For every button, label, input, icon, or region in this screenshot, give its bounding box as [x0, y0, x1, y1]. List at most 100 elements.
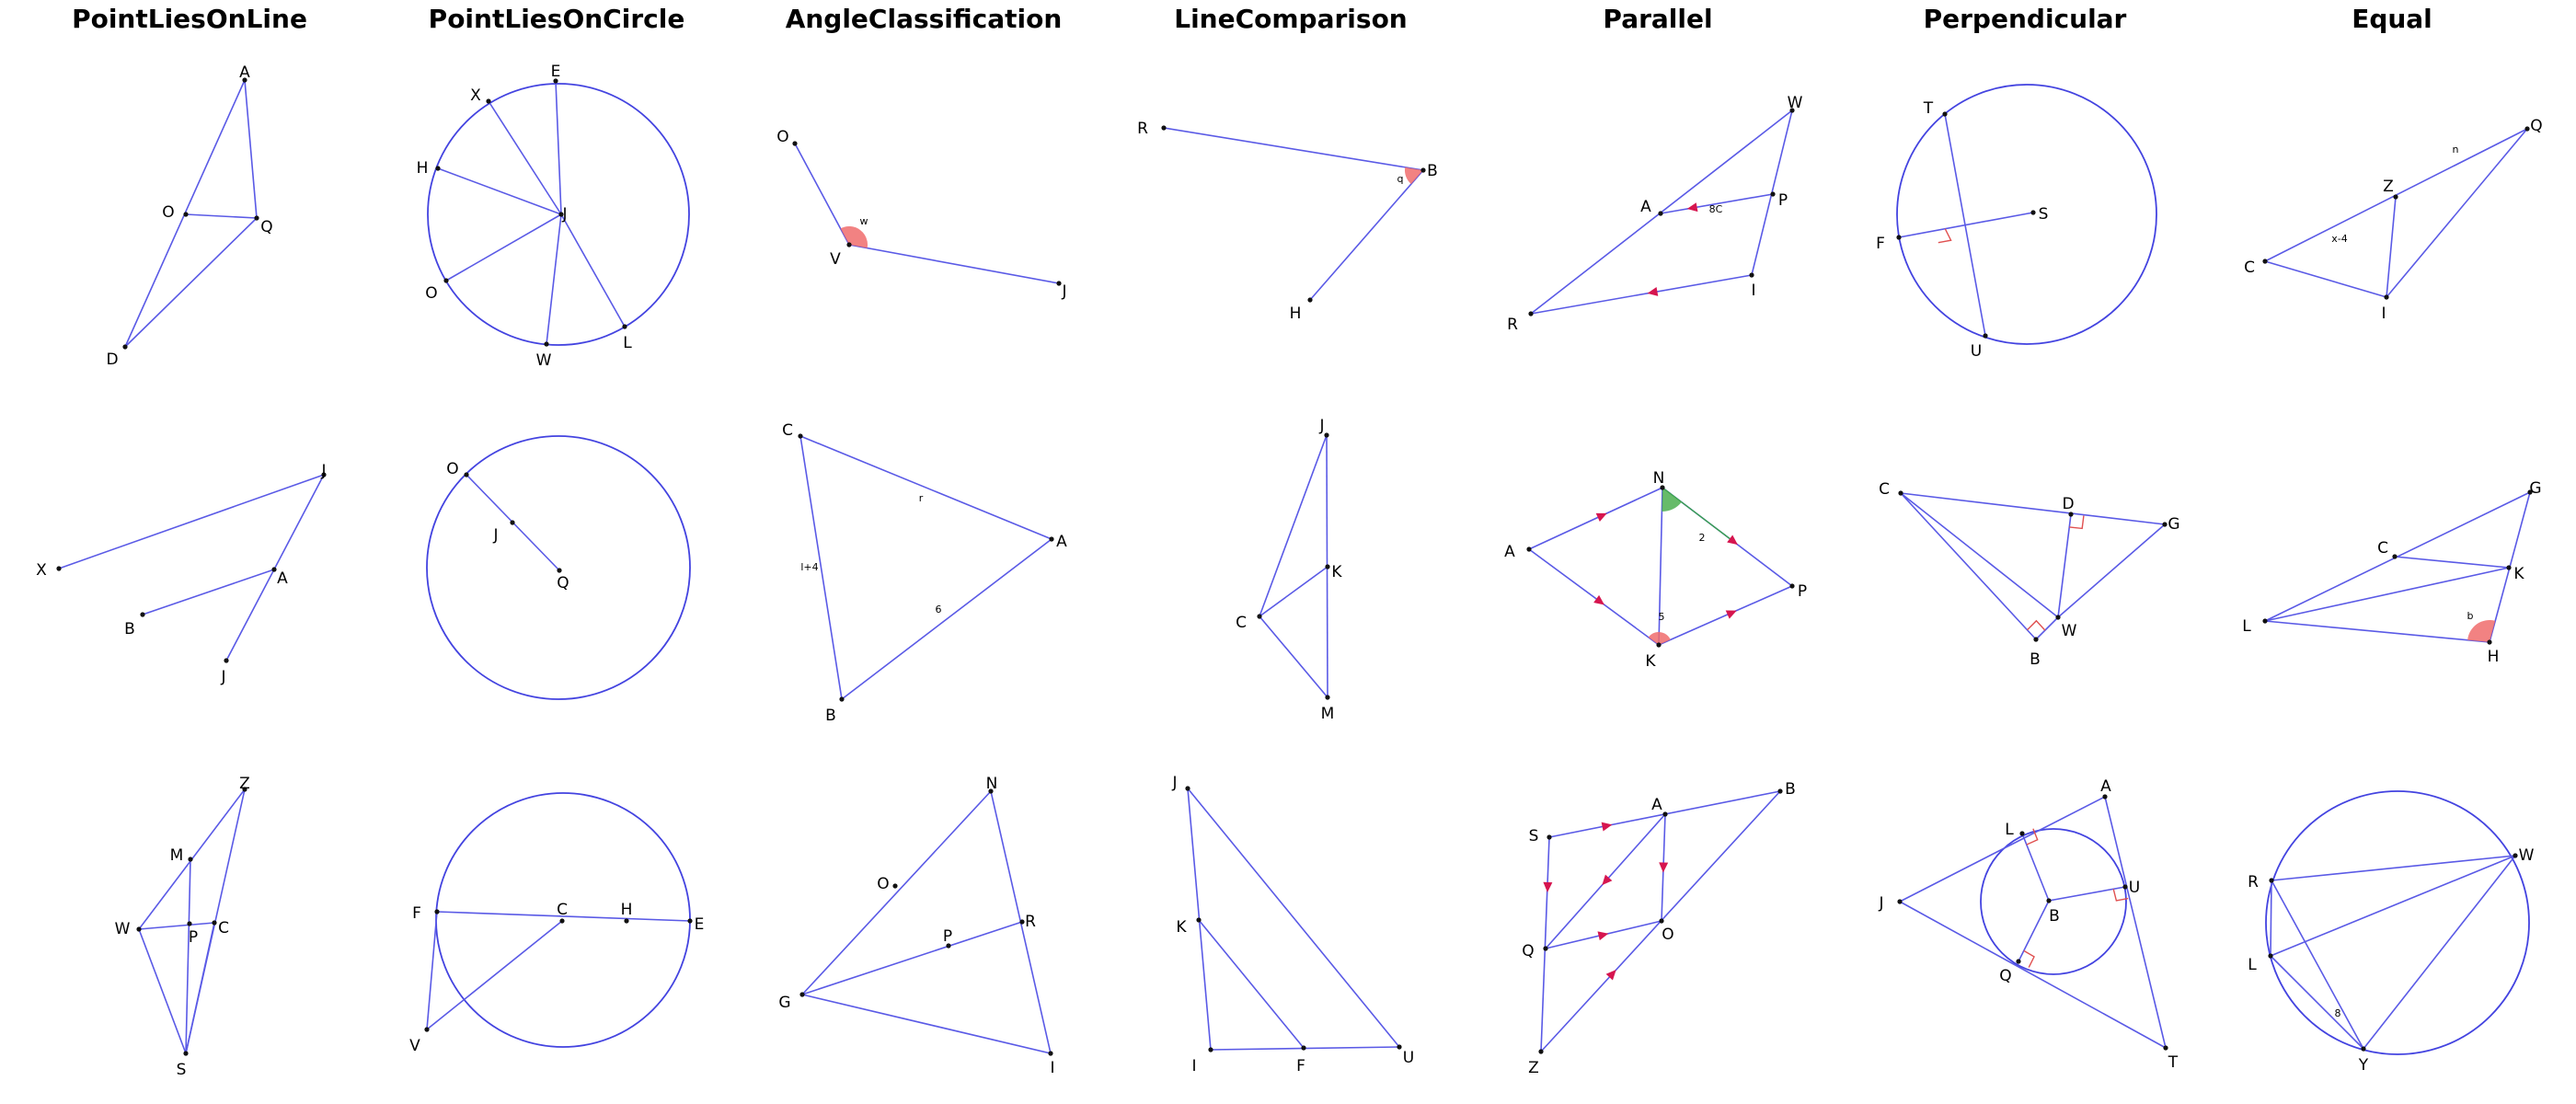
segment-w-y: [2363, 855, 2516, 1050]
point-x: [56, 566, 62, 571]
point-q: [2016, 959, 2021, 964]
segment-j-t: [1899, 901, 2167, 1049]
segment-a-q: [244, 79, 258, 219]
diagram-parallel-1: W A P I R 8C: [1507, 94, 1803, 334]
point-c: [2262, 259, 2268, 264]
segment-f-v: [426, 911, 438, 1030]
diagram-linecomparison-2: J K C M: [1236, 417, 1342, 723]
point-n: [1660, 485, 1665, 490]
point-u: [1983, 333, 1988, 339]
point-label: N: [1653, 469, 1665, 488]
point-b: [839, 696, 845, 702]
point-label: P: [943, 927, 952, 946]
point-label: W: [2062, 622, 2077, 640]
parallel-arrow-mark: [1595, 512, 1607, 522]
point-z: [242, 787, 247, 792]
point-label: Y: [2358, 1056, 2369, 1075]
point-label: B: [825, 707, 836, 725]
segment-w-r: [2271, 855, 2516, 881]
diagram-pointliesonline-2: J X A B J: [36, 462, 327, 686]
point-label: A: [2100, 777, 2111, 796]
point-a: [1049, 536, 1054, 542]
point-j: [510, 520, 515, 525]
point-label: Z: [239, 775, 250, 793]
point-label: C: [1236, 614, 1247, 632]
point-h: [1307, 297, 1313, 303]
point-label: T: [1923, 99, 1934, 118]
circle: [426, 435, 691, 700]
diagram-panels: A O Q D J X A B J Z M W P C S E X H J O W L O J Q F C H E V O V Jw C A Br l+…: [36, 63, 2543, 1079]
point-w: [136, 926, 142, 932]
point-label: B: [2049, 907, 2060, 926]
column-title-pointliesonline: PointLiesOnLine: [72, 4, 307, 34]
angle-mark-n: [1662, 488, 1682, 512]
point-label: X: [470, 86, 481, 105]
right-angle-mark: [2112, 889, 2129, 902]
diagram-perpendicular-1: T F S U: [1876, 84, 2157, 361]
segment-c-w: [1900, 492, 2059, 618]
diagram-parallel-2: N A P K 2 5: [1504, 469, 1807, 671]
parallel-arrow-mark: [1593, 594, 1604, 605]
point-o: [464, 472, 469, 477]
measure-label: b: [2467, 610, 2474, 622]
point-label: P: [1798, 582, 1807, 601]
parallel-arrow-mark: [1647, 287, 1659, 296]
segment-q-d: [124, 217, 258, 348]
column-titles: PointLiesOnLine PointLiesOnCircle AngleC…: [72, 4, 2432, 34]
point-label: N: [986, 775, 998, 793]
segment-b-u: [2048, 886, 2126, 902]
diagram-pointliesoncircle-1: E X H J O W L: [417, 63, 690, 370]
diagram-pointliesonline-1: A O Q D: [106, 63, 272, 369]
parallel-arrow-mark: [1601, 822, 1613, 832]
point-c: [559, 918, 565, 924]
diagram-linecomparison-1: R B Hq: [1137, 120, 1438, 323]
point-label: O: [162, 203, 174, 222]
point-m: [188, 857, 193, 862]
point-h: [2487, 639, 2492, 645]
point-label: C: [1879, 480, 1890, 499]
diagram-perpendicular-3: A L U B J Q T: [1878, 777, 2178, 1072]
point-w: [1789, 108, 1795, 113]
point-label: B: [1785, 780, 1796, 799]
point-j: [558, 212, 564, 217]
measure-label: 5: [1659, 611, 1665, 623]
measure-label: q: [1397, 173, 1404, 185]
point-label: H: [2488, 648, 2500, 666]
diagram-equal-2: G C K L Hb: [2242, 479, 2541, 666]
point-k: [1325, 564, 1330, 569]
point-j: [321, 472, 327, 477]
segment-e-j: [555, 80, 562, 215]
point-label: U: [1971, 342, 1982, 361]
point-u: [2122, 884, 2128, 890]
point-o: [892, 883, 898, 889]
point-d: [122, 344, 128, 350]
point-label: K: [1176, 918, 1187, 937]
circle: [2265, 790, 2530, 1055]
point-label: A: [277, 569, 288, 588]
segment-a-b: [142, 569, 275, 615]
point-p: [1770, 191, 1776, 197]
point-label: B: [124, 620, 135, 638]
segment-r-y: [2271, 880, 2364, 1050]
point-label: A: [239, 63, 250, 82]
point-f: [1301, 1045, 1306, 1051]
point-d: [2068, 512, 2074, 517]
point-label: A: [1651, 796, 1662, 814]
point-label: Q: [557, 574, 569, 592]
segment-v-j: [848, 244, 1060, 284]
diagram-pointliesoncircle-2: O J Q: [426, 435, 691, 700]
point-label: F: [412, 904, 421, 923]
segment-z-i: [2386, 196, 2397, 298]
point-w: [2513, 853, 2518, 858]
measure-label: 2: [1699, 532, 1706, 544]
point-label: B: [1427, 162, 1438, 180]
point-h: [624, 918, 629, 924]
point-p: [1789, 583, 1795, 589]
measure-label: 6: [936, 604, 942, 615]
point-label: R: [1507, 316, 1518, 334]
measure-label: w: [860, 215, 868, 227]
point-a: [242, 77, 247, 83]
point-c: [1257, 614, 1262, 619]
point-label: C: [782, 421, 793, 440]
circle: [1896, 84, 2157, 345]
